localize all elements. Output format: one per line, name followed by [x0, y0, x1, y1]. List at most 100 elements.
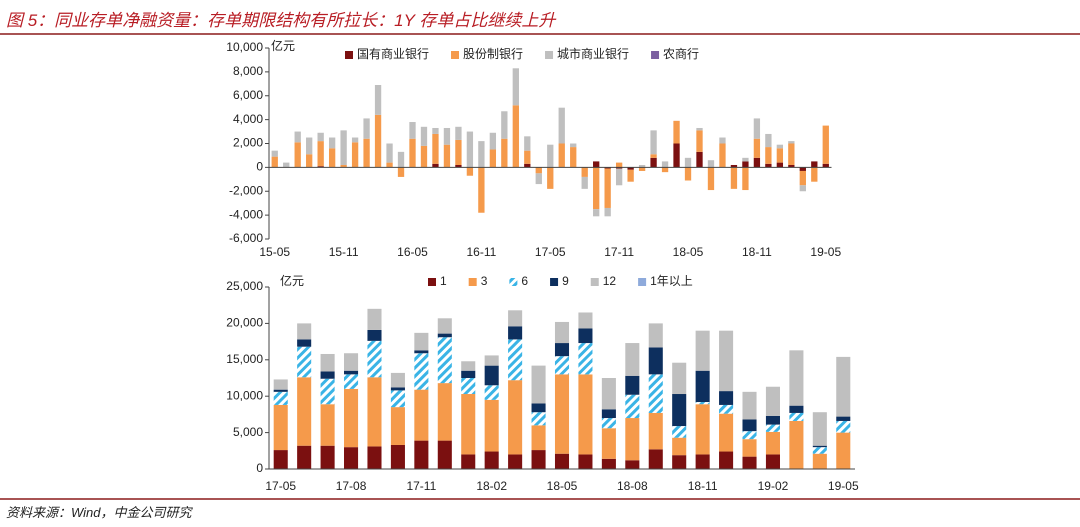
bar-segment [554, 321, 570, 344]
bar-segment [578, 374, 593, 455]
bar-segment [788, 164, 795, 168]
bar-segment [535, 173, 542, 185]
bar-segment [672, 394, 687, 427]
bar-segment [437, 383, 452, 441]
bar-segment [512, 68, 519, 106]
legend-swatch [590, 278, 599, 286]
bar-segment [661, 167, 669, 173]
y-tick-label: 10,000 [226, 388, 263, 402]
bar-segment [414, 389, 429, 441]
bar-segment [625, 375, 640, 395]
bar-segment [789, 350, 804, 406]
bar-segment [695, 370, 710, 403]
bar-segment [320, 445, 335, 469]
x-tick-label: 17-11 [406, 479, 436, 493]
bar-segment [317, 141, 324, 167]
x-tick-label: 19-05 [810, 245, 841, 259]
bar-segment [601, 409, 616, 419]
bar-segment [390, 387, 405, 391]
x-tick-label: 16-05 [397, 245, 428, 259]
bar-segment [570, 147, 577, 168]
bar-segment [625, 418, 640, 461]
bar-segment [432, 133, 439, 164]
bar-segment [812, 453, 827, 469]
legend-label: 1年以上 [650, 274, 693, 288]
bar-segment [409, 138, 416, 168]
bar-segment [742, 439, 757, 457]
bar-segment [508, 326, 523, 340]
bar-segment [719, 413, 734, 452]
bar-segment [581, 167, 588, 177]
bar-segment [581, 176, 588, 189]
bar-segment [344, 374, 359, 389]
bar-segment [673, 143, 680, 168]
bar-segment [836, 432, 851, 469]
bar-segment [531, 450, 546, 469]
bar-segment [799, 185, 806, 192]
bar-segment [320, 371, 335, 379]
bar-segment [789, 420, 804, 469]
bar-segment [789, 412, 804, 421]
x-tick-label: 17-08 [336, 479, 367, 493]
bar-segment [484, 385, 499, 400]
bar-segment [344, 353, 359, 371]
bar-segment [765, 431, 780, 455]
bar-segment [812, 412, 827, 446]
bar-segment [363, 118, 370, 139]
legend-label: 股份制银行 [463, 47, 523, 61]
bar-segment [306, 137, 313, 155]
bar-segment [719, 451, 734, 469]
bar-segment [437, 333, 452, 338]
bar-segment [811, 167, 818, 182]
bar-segment [822, 163, 829, 168]
bar-segment [531, 365, 546, 404]
y-tick-label: 20,000 [226, 316, 263, 330]
legend-swatch [545, 51, 554, 59]
bar-segment [478, 141, 485, 168]
bar-segment [367, 329, 382, 341]
legend-label: 12 [603, 274, 617, 288]
bar-segment [443, 144, 451, 168]
bar-segment [390, 444, 405, 469]
bar-segment [420, 126, 428, 146]
x-tick-label: 18-05 [673, 245, 704, 259]
bar-segment [297, 339, 312, 347]
bar-segment [604, 168, 611, 208]
bar-segment [306, 154, 313, 168]
source-note: 资料来源：Wind，中金公司研究 [6, 505, 194, 520]
bar-segment [648, 374, 663, 413]
x-tick-label: 19-05 [828, 479, 859, 493]
bar-segment [386, 162, 393, 168]
bar-segment [601, 378, 616, 410]
bar-segment [328, 148, 336, 168]
bar-segment [443, 127, 451, 145]
bar-segment [753, 138, 761, 158]
bar-segment [508, 454, 523, 469]
bar-segment [531, 425, 546, 451]
bar-segment [822, 125, 829, 164]
bar-segment [753, 157, 761, 168]
bar-segment [294, 131, 301, 143]
x-tick-label: 18-11 [688, 479, 718, 493]
bar-segment [466, 167, 474, 176]
bar-segment [799, 167, 806, 171]
x-tick-label: 18-02 [476, 479, 507, 493]
bar-segment [455, 164, 462, 168]
bar-segment [799, 170, 806, 186]
bar-segment [461, 378, 476, 395]
bar-segment [812, 445, 827, 448]
bar-segment [547, 167, 554, 189]
bar-segment [320, 378, 335, 405]
bar-segment [414, 440, 429, 469]
bar-segment [351, 137, 359, 143]
bar-segment [719, 391, 734, 405]
bar-segment [648, 449, 663, 469]
legend-label: 1 [440, 274, 447, 288]
bar-segment [696, 127, 703, 131]
bar-segment [638, 167, 646, 171]
bar-segment [363, 138, 370, 168]
bar-segment [508, 339, 523, 381]
bar-segment [432, 163, 439, 168]
y-tick-label: -6,000 [229, 231, 263, 245]
bar-segment [271, 156, 278, 168]
